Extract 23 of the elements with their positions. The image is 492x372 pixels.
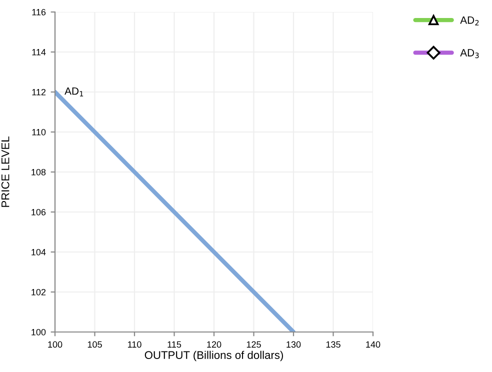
x-tick-label: 110: [128, 341, 142, 348]
y-axis-title: PRICE LEVEL: [1, 136, 10, 207]
x-tick-label: 130: [286, 341, 301, 348]
y-tick-label: 116: [32, 8, 46, 16]
y-tick-label: 106: [32, 208, 46, 216]
x-tick-label: 100: [48, 341, 62, 348]
x-tick-label: 120: [207, 341, 222, 348]
x-tick-label: 140: [366, 341, 380, 348]
x-tick-label: 105: [88, 341, 102, 348]
x-tick-label: 125: [246, 341, 261, 348]
series-label: AD$_{1}$: [64, 88, 84, 96]
x-tick-label: 115: [168, 341, 182, 348]
y-tick-label: 108: [32, 168, 46, 176]
y-tick-label: 110: [32, 128, 46, 136]
legend-label: AD$_{2}$: [460, 16, 479, 26]
y-tick-label: 102: [32, 288, 46, 296]
y-tick-label: 112: [32, 88, 46, 96]
legend-label: AD$_{3}$: [460, 49, 479, 58]
y-tick-label: 114: [32, 49, 46, 56]
x-tick-label: 135: [326, 341, 340, 348]
y-tick-label: 104: [32, 248, 46, 256]
y-tick-label: 100: [32, 328, 46, 336]
x-axis-title: OUTPUT (Billions of dollars): [144, 350, 283, 362]
